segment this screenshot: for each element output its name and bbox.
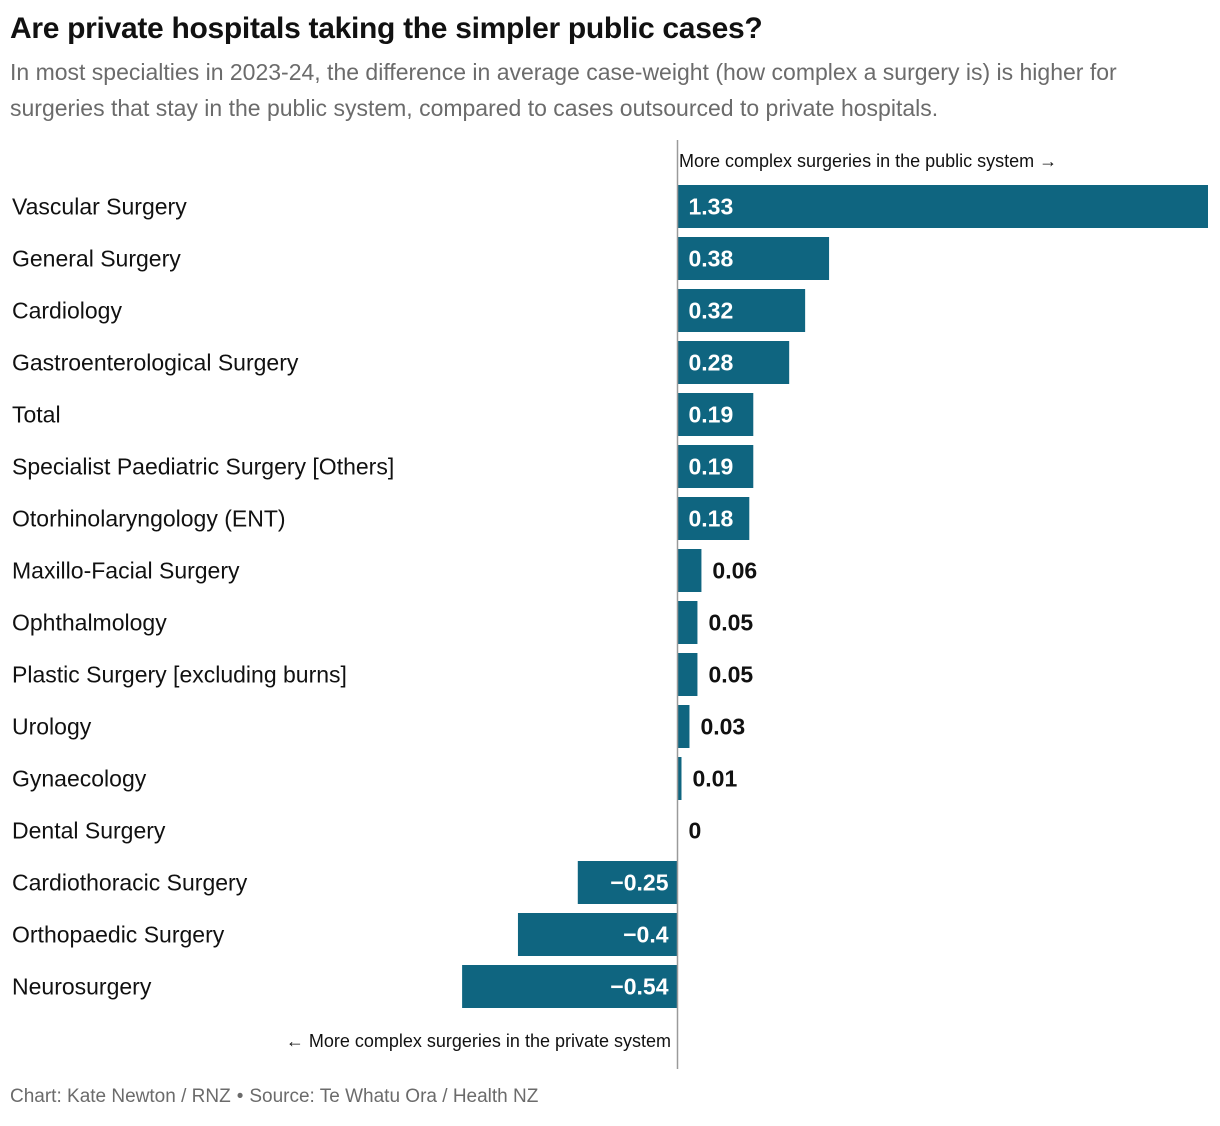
bar <box>517 913 678 956</box>
bar <box>462 965 678 1008</box>
value-label: 0.38 <box>689 246 734 272</box>
chart-source: Source: Te Whatu Ora / Health NZ <box>249 1086 539 1107</box>
value-label: 0.19 <box>689 454 734 480</box>
value-label: −0.54 <box>610 974 668 1000</box>
category-label: Dental Surgery <box>12 818 166 844</box>
value-label: 0.05 <box>708 610 753 636</box>
category-label: General Surgery <box>12 246 181 272</box>
bar <box>677 549 702 592</box>
chart-subtitle: In most specialties in 2023-24, the diff… <box>10 59 1117 121</box>
chart-title: Are private hospitals taking the simpler… <box>10 12 763 45</box>
category-label: Plastic Surgery [excluding burns] <box>12 662 347 688</box>
bar <box>677 237 830 280</box>
bar <box>677 341 790 384</box>
value-label: 1.33 <box>689 194 734 220</box>
bar <box>677 757 682 800</box>
category-label: Total <box>12 402 61 428</box>
chart-credit: Chart: Kate Newton / RNZ <box>10 1086 231 1107</box>
value-label: 0.18 <box>689 506 734 532</box>
category-label: Orthopaedic Surgery <box>12 922 225 948</box>
bar <box>677 705 690 748</box>
bar <box>577 861 678 904</box>
category-label: Otorhinolaryngology (ENT) <box>12 506 286 532</box>
category-label: Gynaecology <box>12 766 147 792</box>
value-label: 0.32 <box>689 298 734 324</box>
value-label: 0.01 <box>692 766 737 792</box>
bar <box>677 601 698 644</box>
bar <box>677 185 1208 228</box>
value-label: 0.28 <box>689 350 734 376</box>
category-label: Maxillo-Facial Surgery <box>12 558 240 584</box>
category-label: Specialist Paediatric Surgery [Others] <box>12 454 394 480</box>
category-label: Gastroenterological Surgery <box>12 350 299 376</box>
value-label: 0.03 <box>700 714 745 740</box>
annotation-public-more-complex: More complex surgeries in the public sys… <box>679 151 1057 171</box>
bar <box>677 497 750 540</box>
bar <box>677 653 698 696</box>
value-label: 0 <box>689 818 702 844</box>
bar <box>677 393 754 436</box>
category-label: Cardiothoracic Surgery <box>12 870 248 896</box>
value-label: −0.25 <box>610 870 668 896</box>
value-label: 0.05 <box>708 662 753 688</box>
category-label: Ophthalmology <box>12 610 167 636</box>
value-label: 0.06 <box>712 558 757 584</box>
value-label: 0.19 <box>689 402 734 428</box>
annotation-private-more-complex: ← More complex surgeries in the private … <box>286 1031 671 1051</box>
category-label: Vascular Surgery <box>12 194 187 220</box>
category-label: Neurosurgery <box>12 974 152 1000</box>
bar <box>677 445 754 488</box>
category-label: Urology <box>12 714 92 740</box>
footer-separator: • <box>236 1086 244 1107</box>
value-label: −0.4 <box>623 922 669 948</box>
bar <box>677 289 806 332</box>
chart-footer: Chart: Kate Newton / RNZ • Source: Te What… <box>10 1086 538 1108</box>
bar-chart: More complex surgeries in the public sys… <box>12 140 1208 1069</box>
category-label: Cardiology <box>12 298 122 324</box>
